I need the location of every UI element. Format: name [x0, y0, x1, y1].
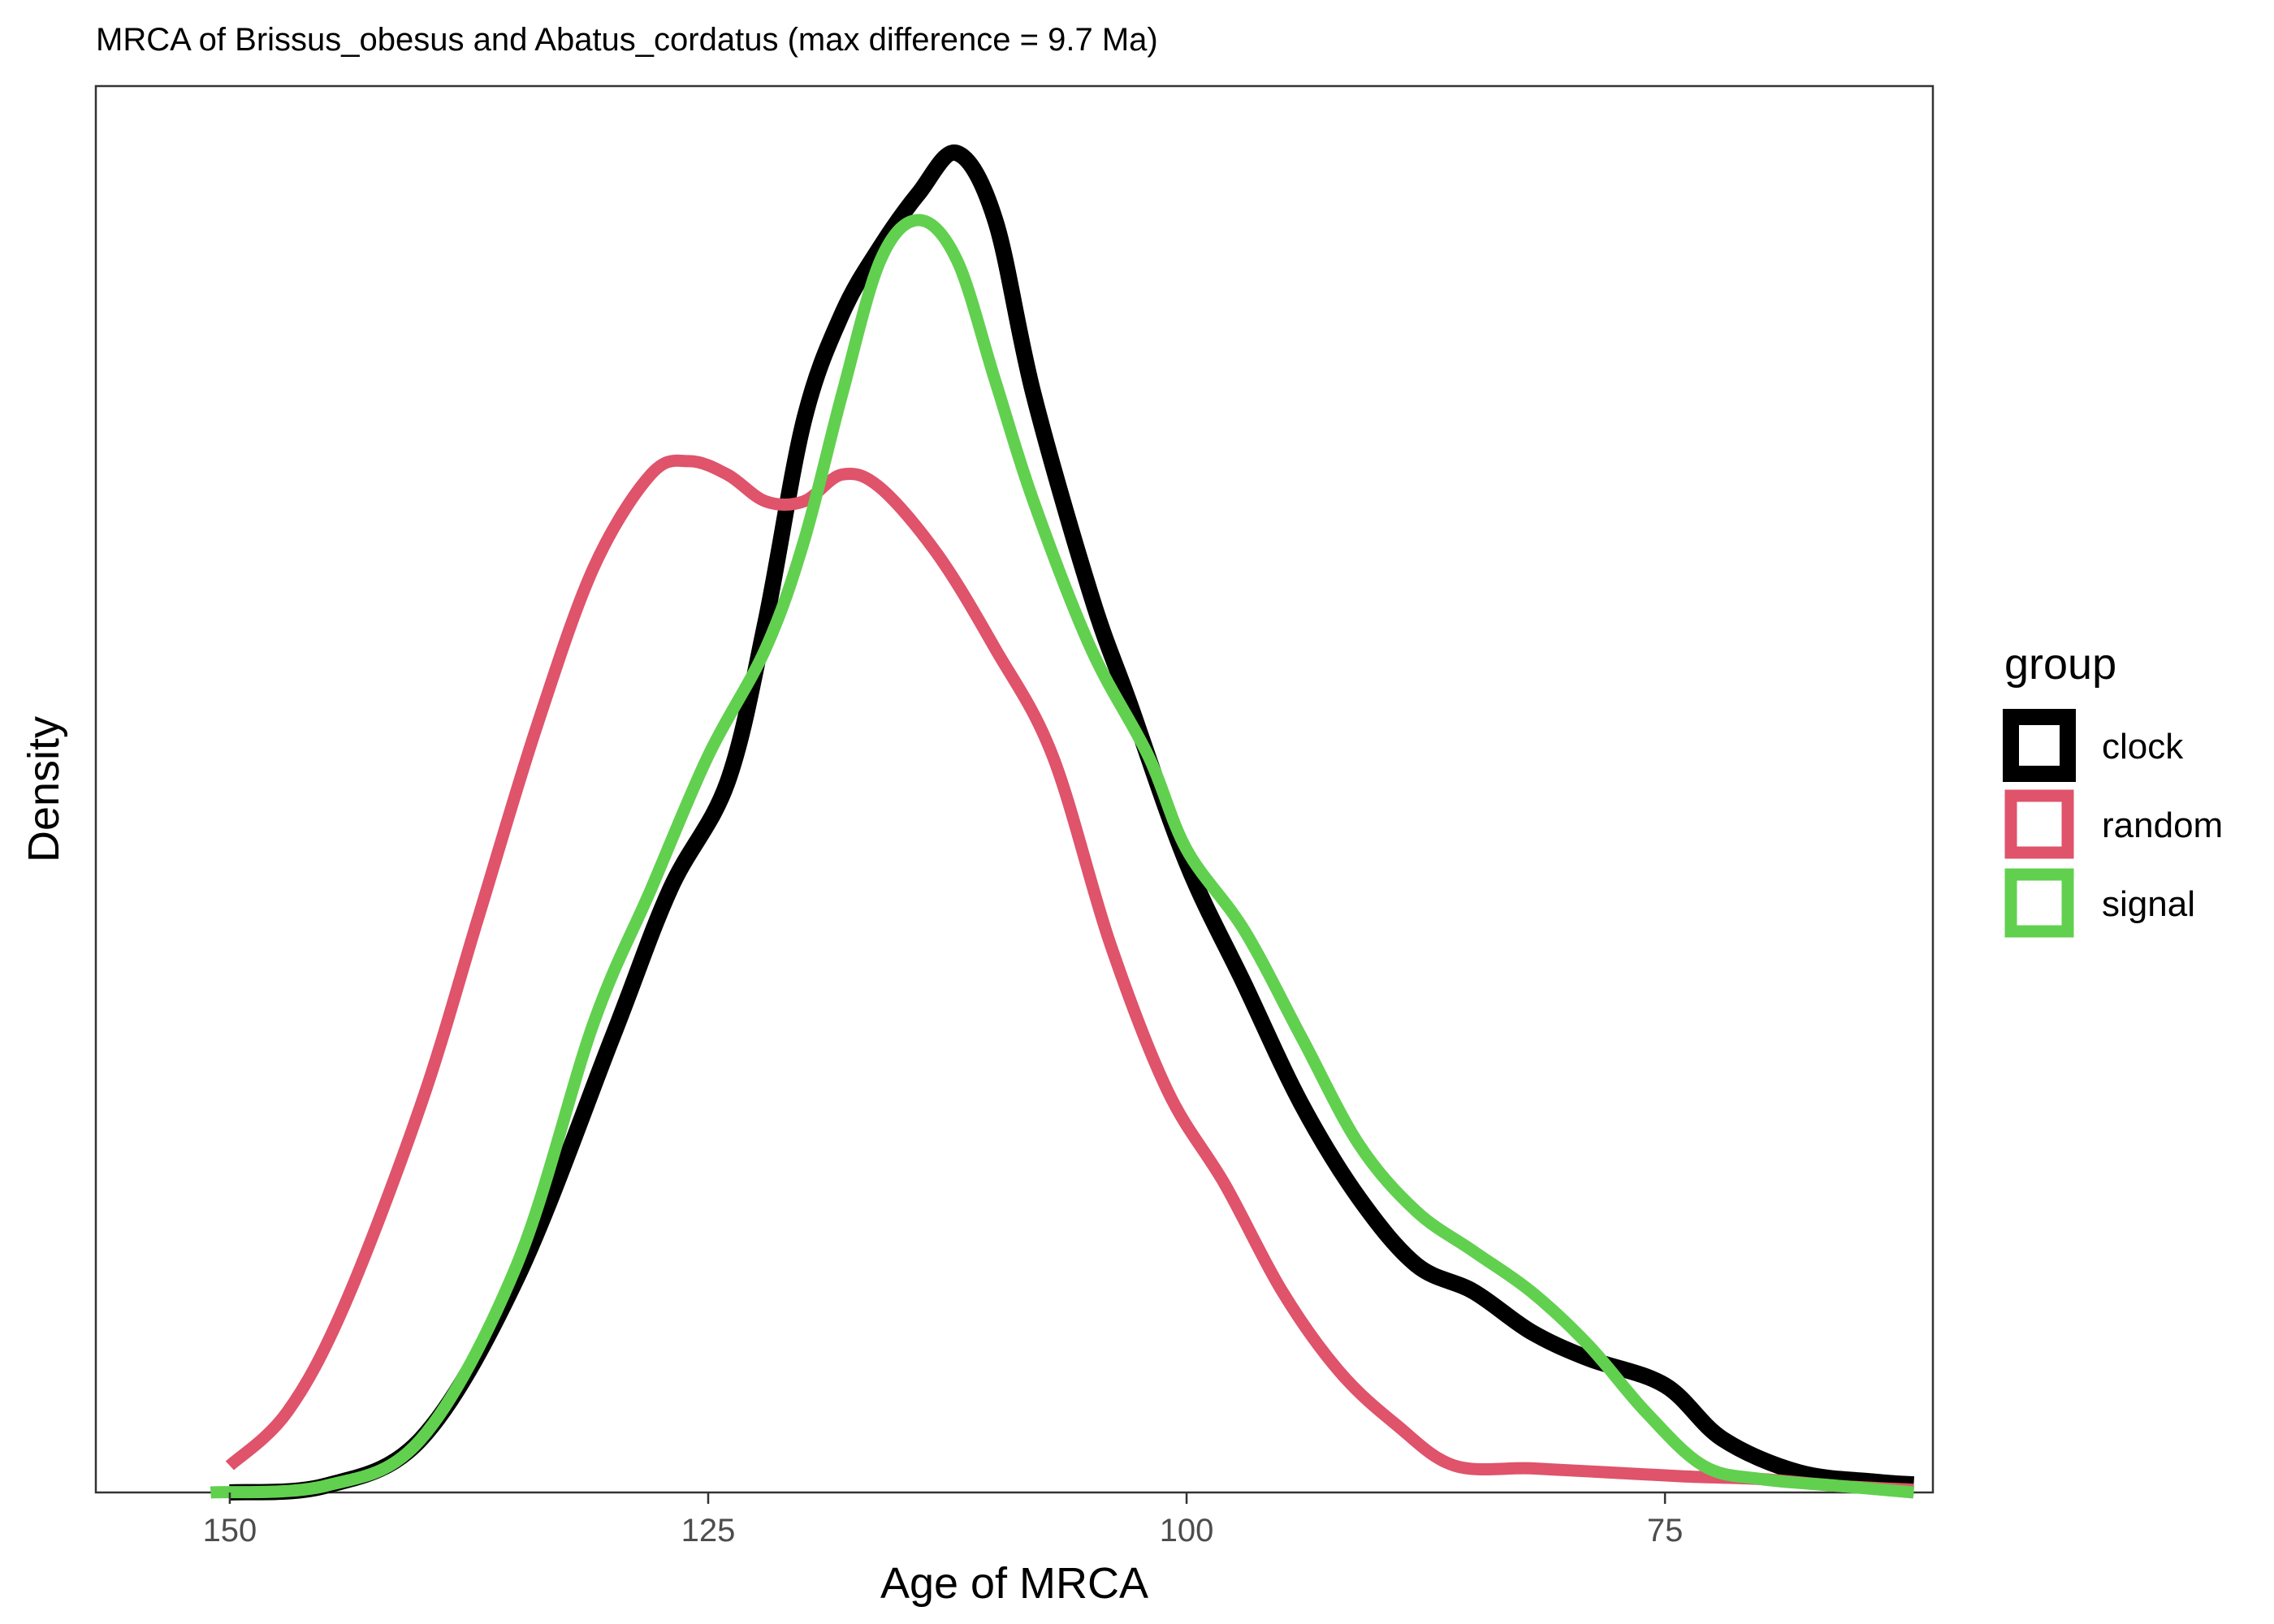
series-line-random	[225, 454, 1914, 1497]
series-line-signal	[210, 214, 1915, 1499]
plot-lines	[210, 145, 1915, 1501]
legend-key-random	[2004, 789, 2074, 859]
plot-panel-border	[94, 84, 1935, 1494]
x-tick-label-100: 100	[1160, 1513, 1214, 1548]
y-axis-title: Density	[19, 716, 68, 862]
legend-key-signal	[2004, 868, 2074, 938]
legend-label-clock: clock	[2102, 727, 2184, 767]
x-tick-label-75: 75	[1647, 1513, 1684, 1548]
legend-title: group	[2004, 640, 2116, 689]
x-tick-label-125: 125	[681, 1513, 736, 1548]
series-line-clock	[229, 145, 1915, 1501]
x-tick-label-150: 150	[203, 1513, 257, 1548]
legend: group clock random signal	[2003, 640, 2223, 938]
x-axis: 150 125 100 75	[203, 1492, 1684, 1548]
chart-title: MRCA of Brissus_obesus and Abatus_cordat…	[96, 22, 1158, 58]
legend-label-random: random	[2102, 806, 2223, 845]
legend-label-signal: signal	[2102, 884, 2195, 924]
legend-key-clock	[2003, 709, 2076, 782]
x-axis-title: Age of MRCA	[880, 1559, 1148, 1608]
